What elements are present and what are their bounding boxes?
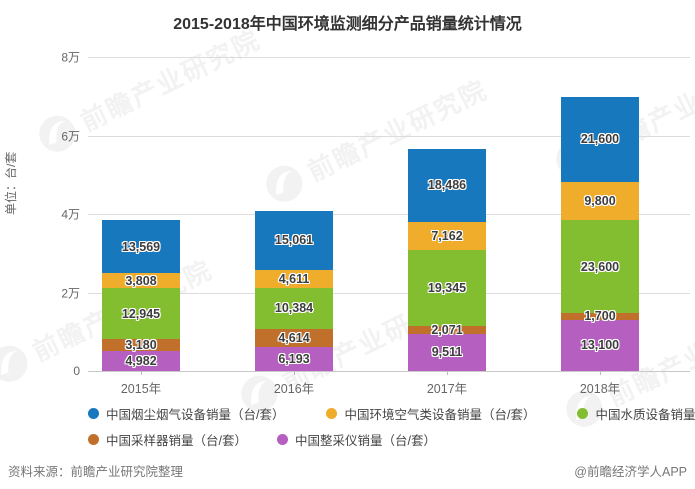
chart-title: 2015-2018年中国环境监测细分产品销量统计情况 (173, 16, 522, 33)
bar-segment: 3,180 (102, 338, 180, 353)
footer: 资料来源：前瞻产业研究院整理 @前瞻经济学人APP (8, 461, 687, 480)
bar-segment: 4,982 (102, 351, 180, 371)
legend-label: 中国烟尘烟气设备销量（台/套） (106, 408, 285, 422)
bar-value-label: 9,800 (584, 194, 616, 209)
bar-value-label: 15,061 (274, 233, 314, 248)
legend-row-2: 中国采样器销量（台/套） 中国整采仪销量（台/套） (88, 430, 678, 449)
x-tick-mark (141, 371, 142, 375)
bar-segment: 19,345 (408, 249, 486, 326)
credit-note: @前瞻经济学人APP (574, 465, 687, 479)
bar-value-label: 1,700 (584, 309, 616, 324)
bar-segment: 13,569 (102, 220, 180, 274)
x-tick-mark (447, 371, 448, 375)
legend-label: 中国水质设备销量（台/套） (595, 408, 695, 422)
bar-segment: 12,945 (102, 288, 180, 339)
stacked-bar-2015年: 13,569 3,808 12,945 3,180 4,982 (102, 220, 180, 371)
x-tick-mark (600, 371, 601, 375)
legend-item: 中国水质设备销量（台/套） (577, 404, 695, 423)
bar-value-label: 21,600 (580, 132, 620, 147)
bar-value-label: 4,611 (278, 271, 310, 286)
qianzhan-logo-icon (0, 345, 28, 382)
legend-swatch-icon (326, 408, 338, 419)
bar-value-label: 4,982 (125, 354, 157, 369)
bar-segment: 10,384 (255, 287, 333, 329)
bar-value-label: 2,071 (431, 322, 463, 337)
legend-label: 中国整采仪销量（台/套） (294, 434, 436, 448)
legend-item: 中国烟尘烟气设备销量（台/套） (88, 404, 284, 423)
bar-value-label: 13,100 (580, 338, 620, 353)
legend-swatch-icon (88, 434, 99, 445)
legend-swatch-icon (88, 408, 99, 419)
legend-item: 中国环境空气类设备销量（台/套） (326, 404, 535, 423)
bar-value-label: 19,345 (427, 280, 467, 295)
bar-segment: 7,162 (408, 221, 486, 250)
stacked-bar-2017年: 18,486 7,162 19,345 2,071 9,511 (408, 148, 486, 371)
legend-item: 中国整采仪销量（台/套） (276, 430, 436, 449)
legend: 中国烟尘烟气设备销量（台/套） 中国环境空气类设备销量（台/套） 中国水质设备销量（… (88, 404, 695, 456)
bar-segment: 21,600 (561, 97, 639, 182)
legend-label: 中国采样器销量（台/套） (106, 434, 247, 448)
source-note: 资料来源：前瞻产业研究院整理 (8, 465, 184, 479)
bar-value-label: 4,614 (278, 330, 310, 345)
bar-segment: 9,800 (561, 181, 639, 221)
bar-segment: 1,700 (561, 309, 639, 323)
bar-value-label: 6,193 (278, 351, 310, 366)
gridline-4万 (88, 214, 690, 215)
gridline-8万 (88, 57, 690, 58)
bar-segment: 4,611 (255, 269, 333, 288)
x-axis-label-2015年: 2015年 (120, 382, 162, 396)
x-axis-label-2018年: 2018年 (579, 382, 621, 396)
bar-value-label: 10,384 (274, 301, 314, 316)
bar-value-label: 18,486 (427, 178, 467, 193)
stacked-bar-2018年: 21,600 9,800 23,600 1,700 13,100 (561, 97, 639, 371)
bar-segment: 15,061 (255, 210, 333, 270)
x-tick-mark (294, 371, 295, 375)
bar-segment: 9,511 (408, 333, 486, 371)
y-tick-label: 8万 (61, 50, 80, 65)
plot-area: 0 2万 4万 6万 8万 13,569 3,808 12,945 3,180 4,982 2015… (61, 51, 690, 396)
stacked-bar-2016年: 15,061 4,611 10,384 4,614 6,193 (255, 210, 333, 371)
bar-value-label: 3,180 (125, 338, 157, 353)
bar-segment: 13,100 (561, 319, 639, 371)
bar-value-label: 12,945 (121, 306, 161, 321)
legend-swatch-icon (577, 408, 589, 419)
bar-value-label: 7,162 (431, 228, 463, 243)
bar-segment: 2,071 (408, 322, 486, 337)
gridline-2万 (88, 292, 690, 294)
y-tick-label: 2万 (61, 286, 80, 300)
bar-segment: 3,808 (102, 273, 180, 289)
y-tick-label: 6万 (61, 129, 80, 143)
x-axis-label-2016年: 2016年 (273, 382, 315, 396)
y-axis-unit-label: 单位：台/套 (4, 151, 18, 215)
y-tick-label: 4万 (61, 207, 80, 222)
x-axis-label-2017年: 2017年 (426, 382, 468, 396)
bar-value-label: 23,600 (580, 259, 620, 274)
gridline-6万 (88, 135, 690, 137)
y-tick-label: 0 (73, 364, 80, 378)
legend-row-1: 中国烟尘烟气设备销量（台/套） 中国环境空气类设备销量（台/套） 中国水质设备销量（… (88, 404, 695, 423)
legend-item: 中国采样器销量（台/套） (88, 430, 247, 449)
bar-value-label: 3,808 (125, 273, 157, 288)
bar-segment: 18,486 (408, 148, 486, 222)
bar-segment: 23,600 (561, 220, 639, 313)
legend-swatch-icon (276, 434, 288, 445)
bar-value-label: 9,511 (431, 345, 463, 360)
bar-segment: 4,614 (255, 328, 333, 347)
bar-value-label: 13,569 (121, 239, 161, 254)
bar-segment: 6,193 (255, 346, 333, 371)
gridline-0 (88, 371, 690, 372)
legend-label: 中国环境空气类设备销量（台/套） (344, 408, 536, 422)
